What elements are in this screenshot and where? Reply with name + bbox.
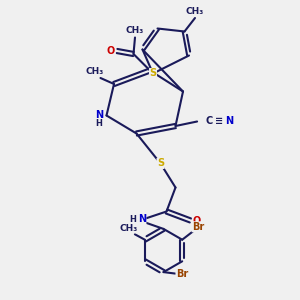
Text: CH₃: CH₃ xyxy=(85,68,103,76)
Text: S: S xyxy=(157,158,164,169)
Text: CH₃: CH₃ xyxy=(186,7,204,16)
Text: ≡: ≡ xyxy=(215,116,223,127)
Text: CH₃: CH₃ xyxy=(119,224,137,233)
Text: S: S xyxy=(149,68,157,79)
Text: CH₃: CH₃ xyxy=(126,26,144,35)
Text: N: N xyxy=(225,116,233,127)
Text: Br: Br xyxy=(176,268,188,279)
Text: N: N xyxy=(95,110,103,121)
Text: C: C xyxy=(206,116,213,127)
Text: O: O xyxy=(192,215,201,226)
Text: H: H xyxy=(96,119,102,128)
Text: H: H xyxy=(130,214,136,224)
Text: Br: Br xyxy=(192,222,204,232)
Text: N: N xyxy=(138,214,146,224)
Text: O: O xyxy=(107,46,115,56)
